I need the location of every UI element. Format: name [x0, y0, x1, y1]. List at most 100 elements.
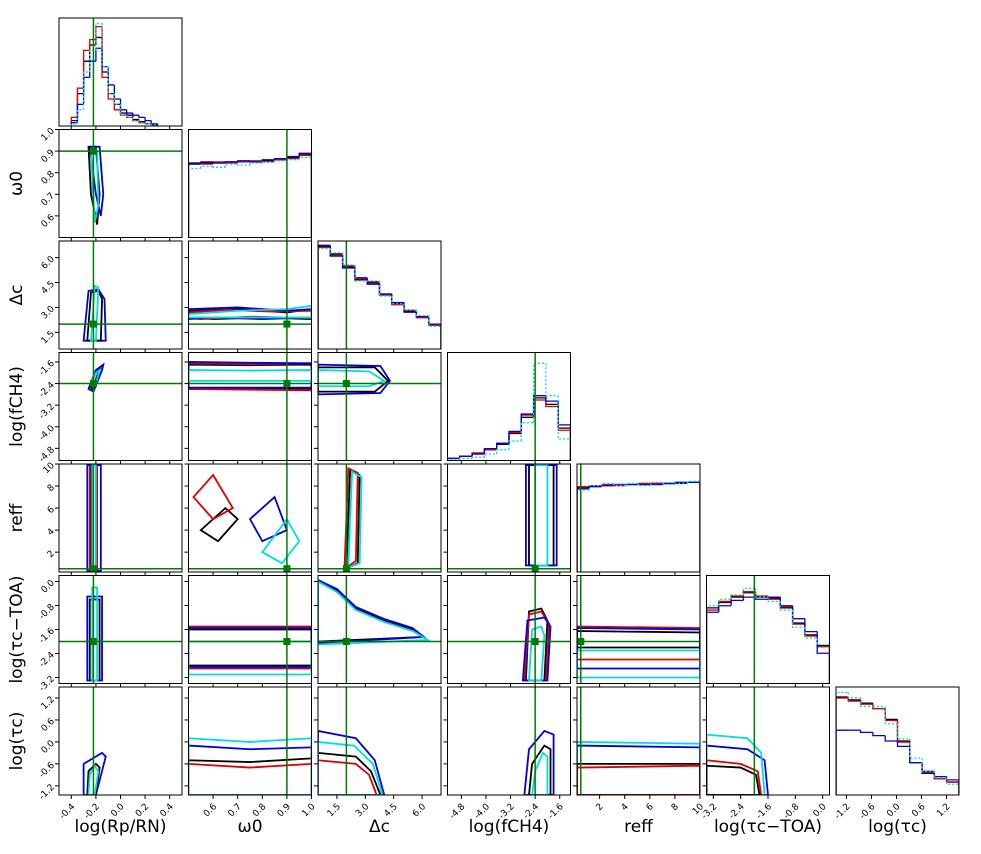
hist-step	[804, 624, 818, 637]
x-axis-label: reff	[624, 817, 654, 837]
hist-step	[113, 84, 121, 100]
panel-frame	[835, 686, 960, 796]
panel-frame	[58, 129, 183, 238]
panel-content	[447, 352, 571, 461]
contour	[528, 625, 546, 682]
hist-step	[859, 697, 873, 708]
y-tick-label: -0.6	[37, 761, 57, 781]
hist-step	[496, 449, 509, 455]
contour	[523, 729, 555, 795]
y-tick-label: -3.2	[37, 674, 56, 693]
hist-step	[520, 413, 534, 432]
panel: -0.4 -0.2 0.0 0.2 0.4-1.2-0.60.00.61.2	[37, 686, 183, 821]
hist-step	[508, 440, 522, 450]
panel-content	[318, 352, 441, 461]
hist-step	[520, 416, 534, 434]
contour	[91, 586, 99, 682]
panel-content	[447, 464, 571, 572]
hist-step	[378, 284, 392, 295]
x-axis-label: log(Rp/RN)	[74, 817, 166, 837]
hist-step	[237, 161, 250, 163]
x-tick-label: 0.9	[276, 802, 293, 819]
hist-step	[101, 23, 109, 68]
panel-frame	[58, 463, 183, 573]
hist-step	[447, 457, 460, 461]
y-tick-label: -1.6	[37, 626, 57, 646]
hist-step	[577, 487, 590, 572]
truth-point	[283, 638, 291, 645]
contour	[577, 762, 700, 795]
panel	[706, 575, 830, 688]
hist-step	[341, 252, 355, 266]
truth-point	[89, 380, 97, 388]
panel-content	[318, 687, 386, 795]
panel	[573, 575, 701, 688]
hist-step	[237, 164, 250, 166]
panel: 0.6 0.7 0.8 0.9 1.0	[40, 126, 183, 242]
hist-step	[613, 483, 627, 487]
panel-content	[577, 687, 700, 795]
hist-step	[76, 87, 84, 118]
truth-point	[89, 147, 97, 155]
x-tick-label: 6	[645, 802, 656, 813]
panel	[184, 240, 312, 353]
contour	[318, 751, 382, 795]
hist-step	[428, 317, 441, 349]
contour	[525, 464, 558, 567]
hist-step	[107, 77, 115, 100]
hist-step	[921, 758, 935, 772]
panel-frame	[58, 240, 183, 350]
hist-step	[76, 109, 84, 124]
contour	[318, 579, 427, 644]
y-axis-label: log(τc−TOA)	[7, 575, 27, 683]
panel	[576, 463, 701, 576]
hist-step	[82, 76, 90, 105]
contour	[577, 741, 700, 795]
panel	[184, 463, 312, 576]
hist-step	[884, 735, 898, 742]
hist-step	[687, 480, 700, 572]
hist-step	[150, 123, 159, 126]
x-tick-label: 1.5	[326, 802, 343, 819]
panel-frame	[447, 352, 571, 461]
hist-step	[687, 481, 700, 572]
truth-point	[283, 380, 291, 388]
hist-step	[119, 104, 127, 114]
panel: -4.8-4.0-3.2-2.4-1.6	[443, 686, 571, 821]
hist-step	[946, 777, 959, 795]
hist-step	[101, 26, 109, 79]
hist-step	[804, 623, 818, 636]
hist-step	[545, 395, 559, 402]
hist-step	[95, 36, 103, 45]
y-tick-label: 0.7	[40, 191, 57, 208]
panel: -3.2 -2.4 -1.6 -0.8 0.0	[37, 575, 183, 694]
hist-step	[354, 265, 368, 280]
contour	[577, 744, 700, 795]
hist-step	[545, 400, 559, 408]
panel-content	[318, 575, 441, 684]
hist-step	[742, 596, 756, 601]
hist-step	[483, 447, 497, 455]
hist-step	[101, 48, 109, 68]
panel-frame	[58, 686, 183, 796]
panel	[317, 240, 442, 353]
hist-step	[318, 245, 331, 349]
hist-step	[909, 741, 923, 764]
y-tick-label: 0.8	[40, 169, 57, 186]
panel-content	[188, 241, 312, 349]
contour	[90, 284, 100, 342]
hist-step	[884, 708, 898, 722]
hist-step	[378, 283, 392, 296]
hist-step	[662, 482, 676, 486]
hist-step	[318, 247, 331, 349]
hist-step	[706, 609, 719, 684]
panel-content	[188, 575, 312, 684]
y-tick-label: 4.5	[40, 279, 57, 296]
panel	[447, 352, 571, 465]
panel-content	[59, 129, 182, 238]
hist-step	[298, 156, 312, 238]
x-tick-label: 0.6	[202, 802, 219, 819]
hist-step	[532, 395, 546, 415]
hist-step	[95, 22, 103, 51]
